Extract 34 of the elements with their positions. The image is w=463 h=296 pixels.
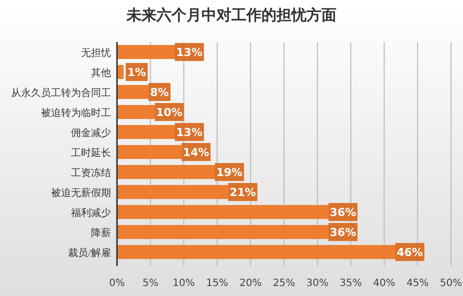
x-tick-label: 15%: [206, 278, 228, 289]
y-tick-label: 工时延长: [71, 147, 111, 159]
data-label: 21%: [230, 186, 256, 199]
data-label: 1%: [127, 66, 146, 79]
y-tick-label: 福利减少: [71, 207, 111, 219]
x-tick-label: 30%: [306, 278, 329, 289]
y-tick-label: 被迫转为临时工: [41, 107, 111, 119]
x-tick-label: 35%: [340, 278, 362, 289]
data-label: 14%: [182, 146, 210, 159]
data-label: 46%: [396, 246, 423, 259]
x-tick-label: 10%: [172, 278, 195, 289]
y-tick-label: 佣金减少: [71, 127, 111, 139]
y-tick-label: 被迫无薪假期: [51, 187, 111, 199]
data-label: 13%: [176, 126, 203, 139]
x-tick-label: 25%: [272, 278, 296, 289]
data-label: 10%: [156, 106, 182, 119]
y-tick-label: 无担忧: [81, 47, 111, 59]
x-tick-label: 5%: [142, 278, 158, 289]
data-label: 13%: [176, 46, 203, 59]
x-tick-label: 0%: [109, 278, 125, 289]
y-tick-label: 降薪: [91, 227, 111, 239]
data-label: 8%: [150, 86, 169, 99]
chart-title: 未来六个月中对工作的担忧方面: [126, 6, 336, 24]
data-label: 36%: [330, 226, 356, 239]
y-tick-label: 工资冻结: [71, 167, 111, 179]
y-tick-label: 其他: [91, 67, 111, 79]
x-tick-label: 20%: [239, 278, 262, 289]
data-label: 36%: [330, 206, 356, 219]
y-tick-label: 从永久员工转为合同工: [11, 87, 111, 99]
x-tick-label: 50%: [440, 278, 462, 289]
y-tick-label: 裁员/解雇: [68, 247, 111, 259]
x-tick-label: 40%: [373, 278, 396, 289]
x-tick-label: 45%: [406, 278, 429, 289]
data-label: 19%: [216, 166, 243, 179]
